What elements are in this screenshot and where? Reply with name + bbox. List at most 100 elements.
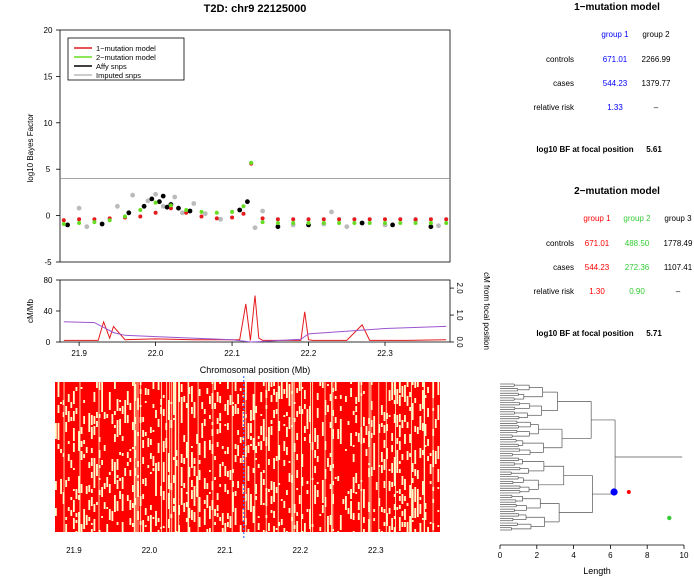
heatmap-cell — [437, 510, 440, 512]
heatmap-cell — [83, 400, 86, 403]
data-point — [168, 203, 173, 208]
heatmap-cell — [270, 481, 273, 490]
heatmap-cell — [72, 489, 75, 491]
heatmap-cell — [203, 478, 206, 481]
heatmap-cell — [149, 453, 152, 459]
heatmap-cell — [160, 382, 162, 532]
heatmap-cell — [273, 382, 275, 386]
heatmap-cell — [283, 501, 286, 508]
recombination-y-axis: 0 40 80 — [44, 276, 60, 347]
tree-marker-green — [667, 515, 672, 521]
heatmap-cell — [247, 431, 250, 439]
heatmap-cell — [55, 423, 57, 432]
heatmap-cell — [80, 484, 83, 493]
heatmap-cell — [167, 462, 170, 472]
heatmap-cell — [255, 458, 257, 460]
heatmap-cell — [391, 522, 394, 530]
heatmap-cell — [211, 429, 214, 436]
heatmap-cell — [180, 477, 183, 482]
heatmap-cell — [72, 391, 75, 396]
heatmap-cell — [98, 437, 101, 439]
heatmap-cell — [83, 509, 86, 519]
heatmap-cell — [70, 417, 73, 421]
heatmap-cell — [350, 501, 352, 509]
series-2-mutation-model — [61, 160, 449, 226]
heatmap-cell — [242, 455, 245, 463]
heatmap-cell — [70, 402, 73, 406]
heatmap-cell — [121, 436, 124, 441]
heatmap-cell — [414, 529, 417, 532]
heatmap-cell — [108, 515, 111, 520]
heatmap-cell — [232, 492, 234, 502]
heatmap-cell — [198, 443, 201, 445]
heatmap-cell — [214, 403, 216, 409]
heatmap-cell — [65, 480, 68, 487]
heatmap-cell — [303, 523, 306, 530]
data-point — [84, 224, 90, 230]
heatmap-cell — [268, 441, 270, 451]
model-column-header: group 2 — [642, 30, 670, 39]
heatmap-cell — [393, 417, 396, 423]
heatmap-cell — [119, 400, 121, 402]
heatmap-cell — [193, 496, 196, 506]
heatmap-cell — [101, 460, 103, 465]
heatmap-cell — [124, 406, 127, 414]
heatmap-cell — [262, 503, 265, 505]
heatmap-cell — [221, 446, 224, 449]
heatmap-cell — [296, 436, 299, 440]
heatmap-cell — [224, 523, 227, 532]
heatmap-cell — [301, 531, 304, 532]
heatmap-cell — [419, 404, 422, 411]
heatmap-cell — [155, 517, 157, 526]
heatmap-cell — [206, 502, 209, 508]
heatmap-cell — [90, 415, 93, 425]
data-point — [230, 215, 235, 220]
heatmap-cell — [57, 382, 60, 390]
heatmap-cell — [226, 382, 229, 389]
heatmap-cell — [316, 442, 319, 449]
heatmap-cell — [188, 382, 190, 532]
data-point — [428, 217, 433, 222]
heatmap-cell — [380, 507, 383, 512]
heatmap-cell — [380, 465, 383, 469]
heatmap-cell — [106, 414, 109, 418]
heatmap-cell — [191, 510, 193, 520]
legend-label: Affy snps — [96, 62, 127, 71]
data-point — [180, 210, 185, 216]
heatmap-cell — [90, 460, 93, 466]
heatmap-cell — [101, 402, 103, 412]
heatmap-cell — [347, 491, 350, 494]
heatmap-cell — [175, 450, 178, 456]
heatmap-cell — [252, 411, 255, 420]
model-cell-value: 488.50 — [625, 239, 650, 248]
heatmap-cell — [411, 382, 414, 385]
heatmap-cell — [388, 508, 391, 514]
heatmap-cell — [275, 392, 278, 399]
heatmap-cell — [232, 481, 234, 487]
heatmap-cell — [209, 506, 211, 509]
heatmap-cell — [416, 509, 419, 517]
heatmap-cell — [386, 454, 388, 459]
heatmap-cell — [404, 496, 406, 501]
heatmap-cell — [180, 467, 183, 470]
heatmap-cell — [162, 526, 165, 528]
heatmap-cell — [273, 482, 275, 492]
heatmap-cell — [234, 444, 237, 449]
heatmap-cell — [257, 516, 260, 518]
heatmap-cell — [437, 456, 440, 459]
heatmap-cell — [306, 409, 309, 419]
model-cell-value: 1.33 — [607, 103, 623, 112]
heatmap-cell — [132, 485, 134, 488]
heatmap-cell — [155, 479, 157, 483]
heatmap-cell — [167, 485, 170, 489]
heatmap-cell — [278, 421, 281, 425]
model-cell-value: 1379.77 — [642, 79, 671, 88]
heatmap-cell — [406, 382, 409, 387]
heatmap-cell — [88, 422, 91, 432]
heatmap-cell — [173, 498, 175, 504]
heatmap-cell — [316, 456, 319, 462]
heatmap-cell — [90, 472, 93, 478]
heatmap-cell — [106, 485, 109, 487]
data-point — [141, 203, 147, 209]
heatmap-cell — [393, 494, 396, 497]
